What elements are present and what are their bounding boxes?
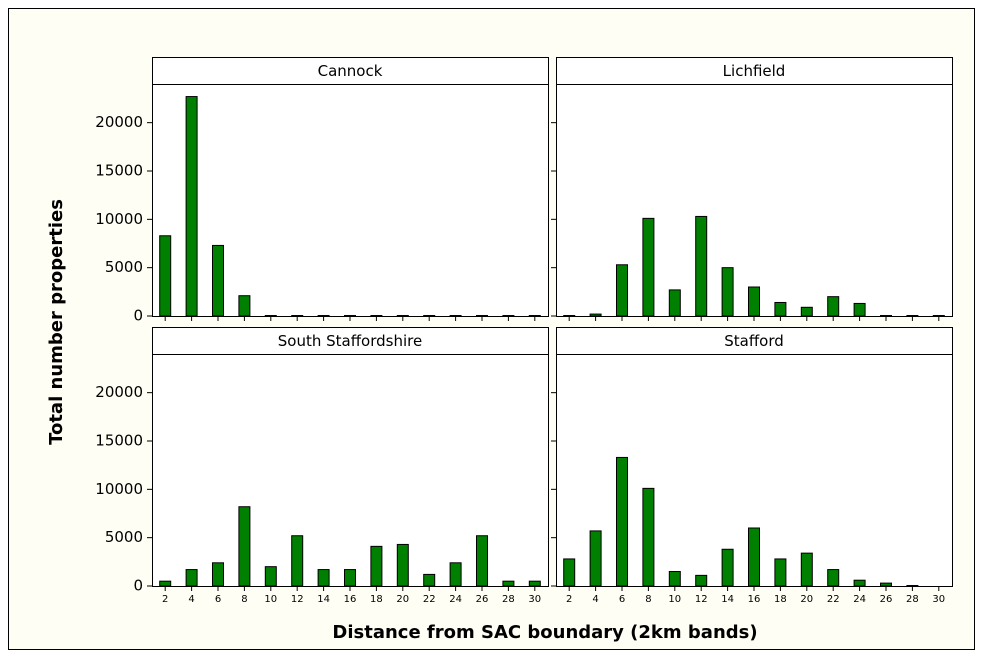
- bar: [477, 536, 488, 586]
- y-tick-label: 15000: [95, 432, 143, 450]
- bar: [424, 574, 435, 586]
- bar: [186, 570, 197, 586]
- x-tick-label: 30: [528, 594, 541, 605]
- bar: [186, 97, 197, 316]
- bar: [669, 290, 680, 316]
- bar: [590, 531, 601, 586]
- bar: [696, 575, 707, 586]
- x-tick-label: 12: [695, 594, 708, 605]
- y-axis-label: Total number properties: [46, 199, 67, 445]
- bar: [643, 488, 654, 586]
- bar: [828, 570, 839, 586]
- bar: [590, 314, 601, 316]
- bar: [450, 563, 461, 586]
- x-tick-label: 30: [932, 594, 945, 605]
- y-tick-label: 20000: [95, 113, 143, 131]
- bar: [854, 580, 865, 586]
- x-tick-label: 20: [396, 594, 409, 605]
- bar: [265, 567, 276, 586]
- bar: [213, 563, 224, 586]
- plot-area: [557, 85, 953, 317]
- panel-title: Stafford: [724, 332, 784, 350]
- x-tick-label: 4: [188, 594, 194, 605]
- bar: [669, 572, 680, 587]
- x-tick-label: 16: [344, 594, 357, 605]
- plot-area: [153, 85, 549, 317]
- x-tick-label: 8: [241, 594, 247, 605]
- y-tick-label: 10000: [95, 480, 143, 498]
- plot-area: [153, 355, 549, 587]
- x-tick-label: 2: [566, 594, 572, 605]
- bar: [160, 581, 171, 586]
- bar: [318, 570, 329, 586]
- x-tick-label: 18: [370, 594, 383, 605]
- panel-title: Lichfield: [723, 62, 786, 80]
- x-tick-label: 24: [449, 594, 462, 605]
- y-tick-label: 0: [133, 577, 143, 595]
- y-tick-label: 15000: [95, 162, 143, 180]
- x-tick-label: 10: [668, 594, 681, 605]
- x-tick-label: 6: [619, 594, 625, 605]
- y-tick-label: 10000: [95, 210, 143, 228]
- x-tick-label: 18: [774, 594, 787, 605]
- bar: [722, 549, 733, 586]
- y-tick-label: 5000: [105, 258, 143, 276]
- bar: [722, 268, 733, 316]
- bar: [345, 570, 356, 586]
- x-tick-label: 22: [827, 594, 840, 605]
- y-tick-label: 0: [133, 307, 143, 325]
- bar: [854, 303, 865, 316]
- x-tick-label: 28: [906, 594, 919, 605]
- x-tick-label: 26: [880, 594, 893, 605]
- bar: [503, 581, 514, 586]
- bar: [617, 265, 628, 316]
- bar: [749, 287, 760, 316]
- x-tick-label: 28: [502, 594, 515, 605]
- x-tick-label: 22: [423, 594, 436, 605]
- x-tick-label: 2: [162, 594, 168, 605]
- bar: [529, 581, 540, 586]
- x-tick-label: 24: [853, 594, 866, 605]
- panel-title: Cannock: [318, 62, 383, 80]
- bar: [239, 296, 250, 316]
- bar: [239, 507, 250, 586]
- y-tick-label: 5000: [105, 528, 143, 546]
- y-tick-label: 20000: [95, 383, 143, 401]
- bar: [775, 559, 786, 586]
- x-tick-label: 12: [291, 594, 304, 605]
- bar: [160, 236, 171, 316]
- bar: [801, 553, 812, 586]
- x-tick-label: 8: [645, 594, 651, 605]
- x-tick-label: 26: [476, 594, 489, 605]
- bar: [564, 559, 575, 586]
- bar: [801, 307, 812, 316]
- bar: [371, 546, 382, 586]
- x-tick-label: 16: [748, 594, 761, 605]
- bar: [397, 544, 408, 586]
- x-tick-label: 20: [800, 594, 813, 605]
- bar: [292, 536, 303, 586]
- bar: [213, 245, 224, 316]
- bar: [643, 218, 654, 316]
- x-tick-label: 4: [592, 594, 598, 605]
- panel-title: South Staffordshire: [278, 332, 422, 350]
- bar: [775, 302, 786, 316]
- bar: [828, 297, 839, 316]
- x-tick-label: 14: [721, 594, 734, 605]
- x-tick-label: 14: [317, 594, 330, 605]
- bar: [881, 583, 892, 586]
- bar: [617, 457, 628, 586]
- bar: [696, 216, 707, 316]
- bar: [749, 528, 760, 586]
- x-tick-label: 6: [215, 594, 221, 605]
- x-tick-label: 10: [264, 594, 277, 605]
- x-axis-label: Distance from SAC boundary (2km bands): [332, 622, 757, 643]
